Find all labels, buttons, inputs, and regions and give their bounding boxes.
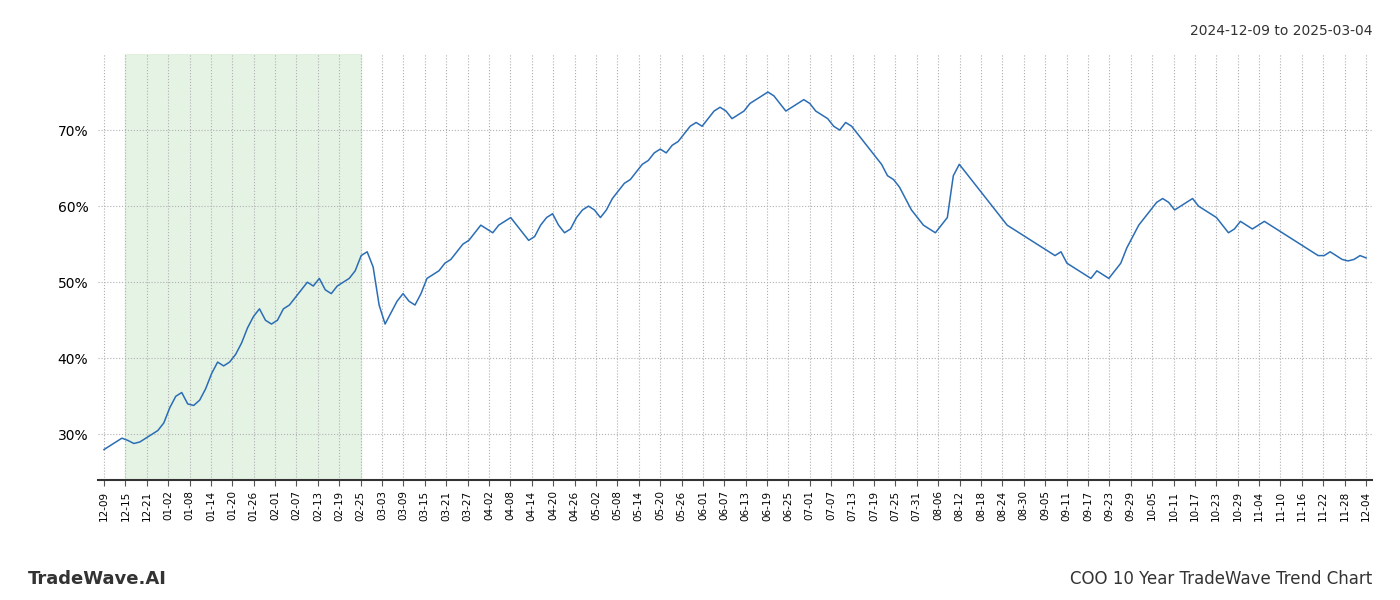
Text: TradeWave.AI: TradeWave.AI [28, 570, 167, 588]
Bar [126, 54, 361, 480]
Text: 2024-12-09 to 2025-03-04: 2024-12-09 to 2025-03-04 [1190, 24, 1372, 38]
Text: COO 10 Year TradeWave Trend Chart: COO 10 Year TradeWave Trend Chart [1070, 570, 1372, 588]
